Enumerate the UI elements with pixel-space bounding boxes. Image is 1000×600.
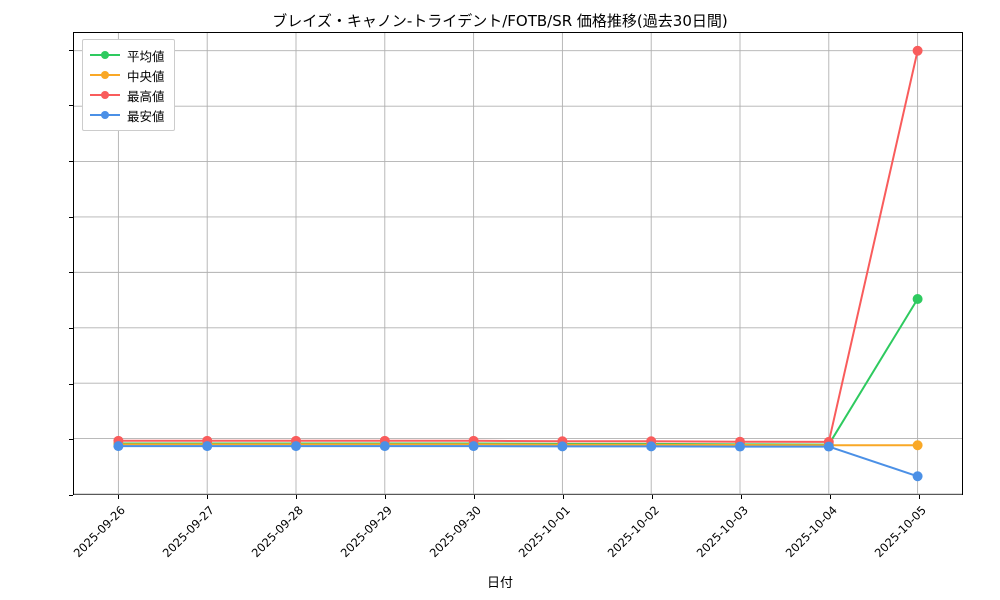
data-point-marker (113, 441, 124, 452)
legend-label: 平均値 (127, 48, 165, 64)
x-tick-mark (651, 495, 653, 499)
x-tick-label: 2025-09-27 (159, 503, 217, 561)
y-tick-mark (69, 105, 73, 107)
x-tick-mark (295, 495, 297, 499)
data-point-marker (646, 441, 657, 452)
data-point-marker (912, 293, 923, 304)
y-tick-mark (69, 495, 73, 496)
series-line (117, 297, 919, 446)
x-tick-label: 2025-10-02 (604, 503, 662, 561)
x-tick-label: 2025-09-28 (248, 503, 306, 561)
y-tick-mark (69, 383, 73, 385)
y-tick-mark (69, 216, 73, 218)
data-point-marker (202, 441, 213, 452)
legend-marker-icon (90, 69, 120, 81)
y-tick-mark (69, 328, 73, 330)
x-axis-label: 日付 (486, 576, 513, 591)
legend-item[interactable]: 最高値 (90, 85, 165, 105)
x-tick-mark (473, 495, 475, 499)
x-tick-label: 2025-10-05 (871, 503, 929, 561)
x-tick-mark (117, 495, 119, 499)
x-tick-label: 2025-09-26 (70, 503, 128, 561)
x-tick-mark (562, 495, 564, 499)
data-point-marker (912, 440, 923, 451)
chart-legend: 平均値中央値最高値最安値 (82, 39, 175, 131)
x-tick-label: 2025-10-01 (515, 503, 573, 561)
data-point-marker (468, 441, 479, 452)
data-point-marker (291, 441, 301, 452)
y-tick-mark (69, 161, 73, 163)
data-point-marker (823, 441, 834, 452)
legend-item[interactable]: 最安値 (90, 105, 165, 125)
x-tick-mark (740, 495, 742, 499)
legend-marker-icon (90, 109, 120, 121)
legend-marker-icon (90, 89, 120, 101)
plot-area (73, 32, 963, 495)
x-tick-label: 2025-10-04 (782, 503, 840, 561)
legend-label: 最高値 (127, 88, 165, 104)
x-tick-label: 2025-10-03 (693, 503, 751, 561)
data-point-marker (912, 471, 923, 482)
x-tick-mark (829, 495, 831, 499)
legend-label: 最安値 (127, 108, 165, 124)
legend-item[interactable]: 平均値 (90, 45, 165, 65)
data-point-marker (912, 45, 923, 56)
x-tick-mark (206, 495, 208, 499)
series-line (117, 445, 919, 478)
y-tick-mark (69, 439, 73, 441)
data-point-marker (557, 441, 568, 452)
data-point-marker (379, 441, 390, 452)
data-point-marker (735, 441, 745, 452)
series-lines (113, 45, 923, 482)
x-tick-label: 2025-09-29 (337, 503, 395, 561)
legend-label: 中央値 (127, 68, 165, 84)
x-tick-label: 2025-09-30 (426, 503, 484, 561)
series-line (117, 443, 919, 447)
y-tick-mark (69, 272, 73, 274)
legend-marker-icon (90, 49, 120, 61)
x-tick-mark (918, 495, 920, 499)
legend-item[interactable]: 中央値 (90, 65, 165, 85)
gridlines (74, 33, 962, 495)
chart-title: ブレイズ・キャノン-トライデント/FOTB/SR 価格推移(過去30日間) (272, 12, 728, 30)
x-tick-mark (384, 495, 386, 499)
series-line (117, 49, 919, 443)
y-axis-label: 値 (円) (0, 176, 2, 316)
y-tick-mark (69, 49, 73, 51)
